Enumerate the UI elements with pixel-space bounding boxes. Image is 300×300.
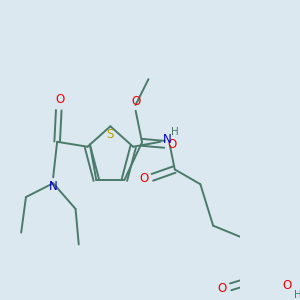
Text: O: O <box>131 95 140 108</box>
Text: O: O <box>217 282 226 295</box>
Text: O: O <box>282 279 291 292</box>
Text: H: H <box>171 127 178 137</box>
Text: O: O <box>139 172 148 185</box>
Text: N: N <box>162 133 171 146</box>
Text: O: O <box>55 93 64 106</box>
Text: N: N <box>49 180 58 193</box>
Text: H: H <box>294 290 300 300</box>
Text: S: S <box>107 128 114 141</box>
Text: O: O <box>168 138 177 151</box>
